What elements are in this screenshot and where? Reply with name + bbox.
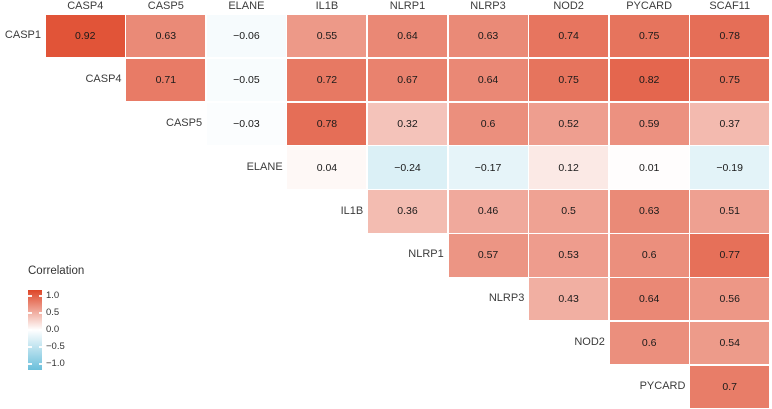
legend-tick-label--1: −1.0 bbox=[46, 358, 65, 369]
cell-IL1B-NLRP3: 0.46 bbox=[448, 190, 528, 233]
legend-tick-mark bbox=[28, 363, 32, 365]
cell-CASP1-NLRP1: 0.64 bbox=[368, 14, 447, 58]
legend-tick-mark bbox=[28, 329, 32, 331]
cell-NLRP1-PYCARD: 0.6 bbox=[609, 234, 689, 277]
legend-tick-mark bbox=[28, 312, 32, 314]
col-header-CASP5: CASP5 bbox=[147, 0, 184, 12]
row-label-NLRP1: NLRP1 bbox=[408, 248, 444, 261]
col-header-ELANE: ELANE bbox=[228, 0, 265, 12]
cell-CASP4-NLRP1: 0.67 bbox=[368, 58, 447, 101]
cell-NLRP3-PYCARD: 0.64 bbox=[609, 278, 689, 321]
cell-CASP5-IL1B: 0.78 bbox=[287, 102, 367, 145]
cell-CASP4-PYCARD: 0.82 bbox=[609, 58, 689, 101]
cell-CASP5-PYCARD: 0.59 bbox=[609, 102, 689, 145]
cell-CASP1-ELANE: −0.06 bbox=[206, 14, 286, 58]
legend-tick-label-0: 0.0 bbox=[46, 324, 60, 335]
cell-IL1B-PYCARD: 0.63 bbox=[609, 190, 689, 233]
row-label-IL1B: IL1B bbox=[340, 204, 364, 217]
cell-ELANE-IL1B: 0.04 bbox=[287, 146, 367, 189]
col-header-NLRP3: NLRP3 bbox=[470, 0, 506, 12]
cell-CASP4-IL1B: 0.72 bbox=[287, 58, 367, 101]
cell-ELANE-NLRP1: −0.24 bbox=[368, 146, 447, 189]
cell-CASP1-PYCARD: 0.75 bbox=[609, 14, 689, 58]
row-label-NLRP3: NLRP3 bbox=[488, 292, 525, 305]
cell-CASP5-ELANE: −0.03 bbox=[206, 102, 286, 145]
cell-CASP5-SCAF11: 0.37 bbox=[690, 102, 770, 145]
cell-IL1B-SCAF11: 0.51 bbox=[690, 190, 770, 233]
legend-tick-mark bbox=[28, 295, 32, 297]
legend-colorbar bbox=[28, 290, 42, 370]
cell-NLRP3-SCAF11: 0.56 bbox=[690, 278, 770, 321]
col-header-NLRP1: NLRP1 bbox=[389, 0, 426, 12]
cell-CASP1-NOD2: 0.74 bbox=[529, 14, 609, 58]
row-label-CASP1: CASP1 bbox=[4, 29, 41, 41]
col-header-SCAF11: SCAF11 bbox=[709, 0, 751, 12]
cell-NOD2-PYCARD: 0.6 bbox=[609, 322, 689, 365]
cell-ELANE-NOD2: 0.12 bbox=[529, 146, 609, 189]
cell-CASP4-CASP5: 0.71 bbox=[126, 58, 206, 101]
cell-CASP5-NLRP1: 0.32 bbox=[368, 102, 447, 145]
cell-CASP4-NOD2: 0.75 bbox=[529, 58, 609, 101]
cell-CASP1-IL1B: 0.55 bbox=[287, 14, 367, 58]
legend-title: Correlation bbox=[28, 265, 85, 277]
cell-CASP1-CASP5: 0.63 bbox=[126, 14, 206, 58]
legend-tick-label-0.5: 0.5 bbox=[46, 307, 60, 318]
cell-ELANE-NLRP3: −0.17 bbox=[448, 146, 528, 189]
cell-CASP5-NOD2: 0.52 bbox=[529, 102, 609, 145]
col-header-CASP4: CASP4 bbox=[67, 0, 104, 12]
cell-NLRP3-NOD2: 0.43 bbox=[529, 278, 609, 321]
legend-tick-mark bbox=[38, 363, 42, 365]
col-header-IL1B: IL1B bbox=[315, 0, 339, 12]
col-header-PYCARD: PYCARD bbox=[626, 0, 673, 12]
cell-IL1B-NOD2: 0.5 bbox=[529, 190, 609, 233]
legend-tick-mark bbox=[28, 346, 32, 348]
cell-ELANE-SCAF11: −0.19 bbox=[690, 146, 770, 189]
cell-IL1B-NLRP1: 0.36 bbox=[368, 190, 447, 233]
cell-NLRP1-SCAF11: 0.77 bbox=[690, 234, 770, 277]
legend-tick-mark bbox=[38, 329, 42, 331]
col-header-NOD2: NOD2 bbox=[553, 0, 584, 12]
legend-tick-label--0.5: −0.5 bbox=[46, 341, 65, 352]
legend-tick-label-1: 1.0 bbox=[46, 290, 60, 301]
row-label-PYCARD: PYCARD bbox=[639, 380, 686, 393]
row-label-CASP4: CASP4 bbox=[85, 72, 122, 85]
cell-NLRP1-NOD2: 0.53 bbox=[529, 234, 609, 277]
cell-CASP1-SCAF11: 0.78 bbox=[690, 14, 770, 58]
cell-CASP4-SCAF11: 0.75 bbox=[690, 58, 770, 101]
cell-CASP4-ELANE: −0.05 bbox=[206, 58, 286, 101]
cell-NLRP1-NLRP3: 0.57 bbox=[448, 234, 528, 277]
row-label-NOD2: NOD2 bbox=[574, 336, 605, 349]
cell-CASP1-CASP4: 0.92 bbox=[45, 14, 125, 58]
legend-tick-mark bbox=[38, 312, 42, 314]
cell-PYCARD-SCAF11: 0.7 bbox=[690, 365, 770, 409]
cell-CASP5-NLRP3: 0.6 bbox=[448, 102, 528, 145]
legend-tick-mark bbox=[38, 295, 42, 297]
row-label-ELANE: ELANE bbox=[246, 160, 283, 173]
cell-CASP4-NLRP3: 0.64 bbox=[448, 58, 528, 101]
row-label-CASP5: CASP5 bbox=[166, 116, 203, 129]
cell-ELANE-PYCARD: 0.01 bbox=[609, 146, 689, 189]
cell-CASP1-NLRP3: 0.63 bbox=[448, 14, 528, 58]
legend-tick-mark bbox=[38, 346, 42, 348]
cell-NOD2-SCAF11: 0.54 bbox=[690, 322, 770, 365]
